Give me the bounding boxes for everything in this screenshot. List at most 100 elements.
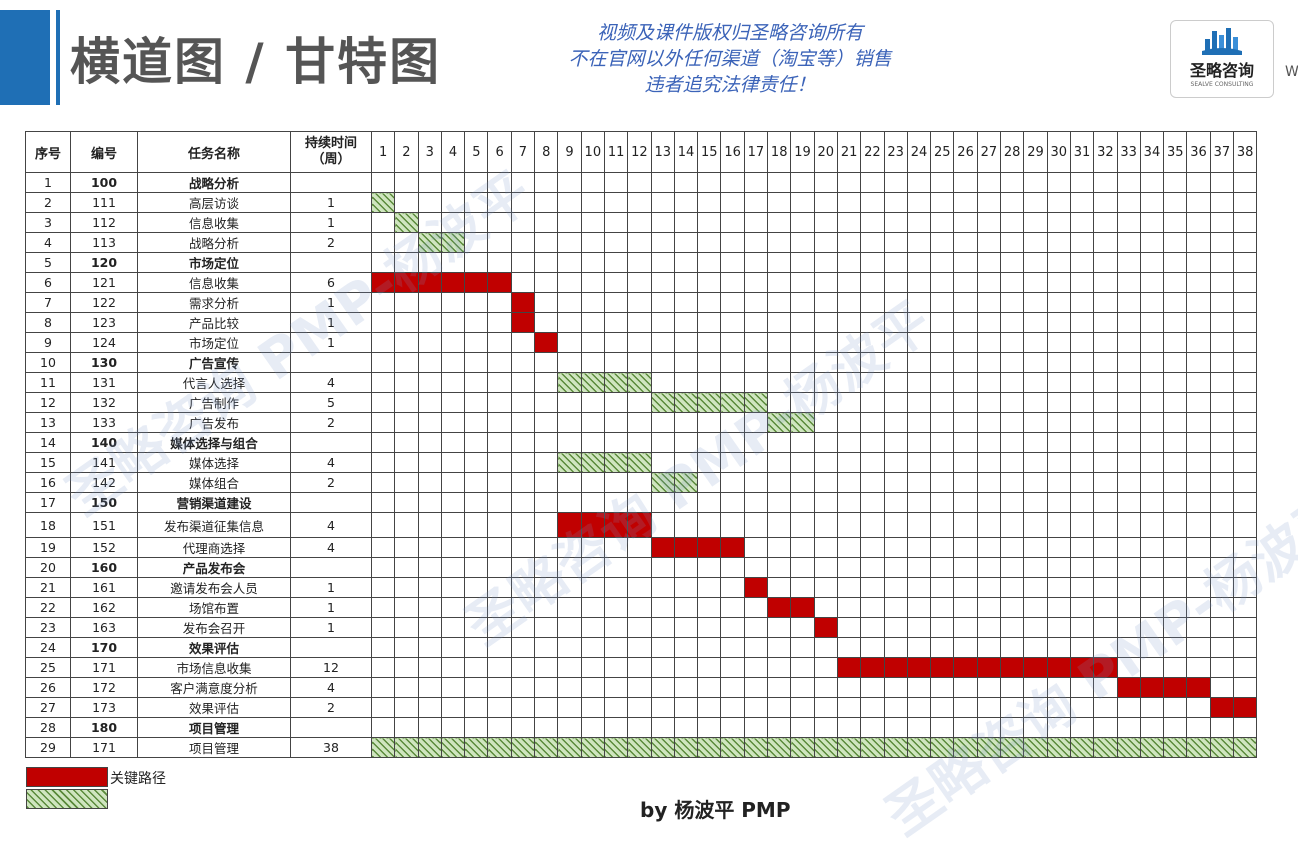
week-cell xyxy=(673,292,699,313)
week-cell xyxy=(1186,657,1211,678)
task-row: 3 112 信息收集 1 xyxy=(25,212,1258,233)
week-cell xyxy=(464,617,489,638)
critical-bar-cell xyxy=(580,512,605,538)
task-name: 营销渠道建设 xyxy=(137,492,291,513)
week-cell xyxy=(1139,657,1165,678)
task-id: 171 xyxy=(70,737,138,758)
noncritical-bar-cell xyxy=(580,737,605,758)
week-cell xyxy=(580,557,605,578)
week-cell xyxy=(976,172,1002,193)
week-header: 29 xyxy=(1023,131,1048,173)
week-cell xyxy=(1093,492,1118,513)
week-header: 5 xyxy=(464,131,489,173)
task-row: 6 121 信息收集 6 xyxy=(25,272,1258,293)
week-cell xyxy=(1232,272,1258,293)
week-cell xyxy=(813,512,838,538)
noncritical-bar-cell xyxy=(673,472,699,493)
critical-bar-cell xyxy=(557,512,582,538)
week-cell xyxy=(534,272,559,293)
task-duration: 1 xyxy=(290,617,372,638)
week-cell xyxy=(534,717,559,738)
noncritical-bar-cell xyxy=(650,737,675,758)
week-cell xyxy=(1116,637,1141,658)
task-no: 22 xyxy=(25,597,71,618)
week-cell xyxy=(813,557,838,578)
week-cell xyxy=(930,372,955,393)
week-cell xyxy=(743,192,769,213)
week-cell xyxy=(394,432,419,453)
week-cell xyxy=(860,312,885,333)
week-cell xyxy=(836,432,862,453)
week-cell xyxy=(673,717,699,738)
week-cell xyxy=(1232,512,1258,538)
week-cell xyxy=(603,192,629,213)
week-cell xyxy=(673,637,699,658)
week-cell xyxy=(813,492,838,513)
week-cell xyxy=(1000,192,1025,213)
week-cell xyxy=(1209,677,1234,698)
week-cell xyxy=(767,577,792,598)
week-cell xyxy=(394,657,419,678)
week-cell xyxy=(1209,452,1234,473)
week-cell xyxy=(930,452,955,473)
week-cell xyxy=(370,312,396,333)
week-cell xyxy=(603,392,629,413)
week-cell xyxy=(370,697,396,718)
week-cell xyxy=(1023,412,1048,433)
week-cell xyxy=(464,412,489,433)
week-cell xyxy=(1186,697,1211,718)
week-header: 35 xyxy=(1163,131,1188,173)
week-cell xyxy=(534,172,559,193)
week-cell xyxy=(464,252,489,273)
week-cell xyxy=(1116,352,1141,373)
week-cell xyxy=(813,392,838,413)
week-cell xyxy=(650,332,675,353)
week-cell xyxy=(790,232,815,253)
week-cell xyxy=(1209,372,1234,393)
week-cell xyxy=(1163,332,1188,353)
week-cell xyxy=(580,717,605,738)
week-cell xyxy=(1139,292,1165,313)
noncritical-bar-cell xyxy=(1139,737,1165,758)
week-cell xyxy=(394,472,419,493)
noncritical-bar-cell xyxy=(790,412,815,433)
week-cell xyxy=(860,557,885,578)
week-cell xyxy=(1116,512,1141,538)
week-cell xyxy=(1116,272,1141,293)
critical-bar-cell xyxy=(370,272,396,293)
week-cell xyxy=(883,677,908,698)
week-cell xyxy=(953,412,978,433)
task-no: 6 xyxy=(25,272,71,293)
task-duration xyxy=(290,492,372,513)
task-duration: 1 xyxy=(290,597,372,618)
week-cell xyxy=(1000,597,1025,618)
noncritical-bar-cell xyxy=(440,737,466,758)
week-cell xyxy=(720,557,745,578)
week-cell xyxy=(790,577,815,598)
week-cell xyxy=(976,577,1002,598)
week-cell xyxy=(883,372,908,393)
week-cell xyxy=(1093,172,1118,193)
week-cell xyxy=(860,637,885,658)
week-cell xyxy=(1046,352,1071,373)
task-duration: 12 xyxy=(290,657,372,678)
week-cell xyxy=(906,172,932,193)
task-duration: 1 xyxy=(290,577,372,598)
week-cell xyxy=(1023,232,1048,253)
week-cell xyxy=(860,472,885,493)
task-duration: 38 xyxy=(290,737,372,758)
week-cell xyxy=(1000,637,1025,658)
week-cell xyxy=(720,512,745,538)
week-cell xyxy=(673,512,699,538)
week-cell xyxy=(370,557,396,578)
week-cell xyxy=(953,537,978,558)
week-cell xyxy=(1186,312,1211,333)
week-cell xyxy=(790,557,815,578)
week-cell xyxy=(953,392,978,413)
task-no: 11 xyxy=(25,372,71,393)
week-cell xyxy=(1093,412,1118,433)
task-name: 效果评估 xyxy=(137,697,291,718)
noncritical-bar-cell xyxy=(603,372,629,393)
week-cell xyxy=(1023,677,1048,698)
week-cell xyxy=(603,657,629,678)
